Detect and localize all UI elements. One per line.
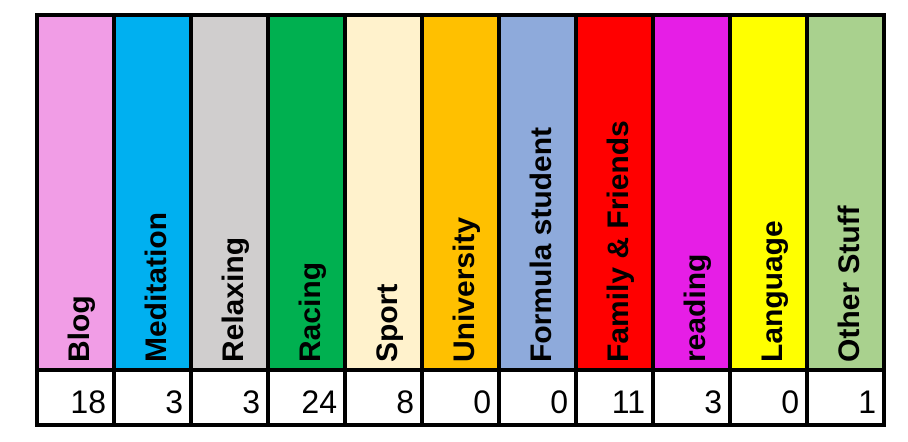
header-cell [576,15,653,370]
column-value: 0 [473,384,491,420]
header-cell [422,15,499,370]
column-label: reading [679,254,712,362]
column-value: 0 [550,384,568,420]
column-value: 3 [242,384,260,420]
column-label: Relaxing [217,237,250,362]
column-label: Racing [294,262,327,362]
column-value: 24 [301,384,337,420]
header-cell [499,15,576,370]
column-label: Blog [63,295,96,362]
column-label: Sport [371,284,404,362]
value-cell [37,370,114,425]
column-value: 1 [858,384,876,420]
column-value: 11 [612,384,645,420]
value-cell [422,370,499,425]
column-label: Formula student [525,127,558,362]
header-cell [345,15,422,370]
header-cell [730,15,807,370]
value-cell [345,370,422,425]
header-cell [653,15,730,370]
column-value: 8 [396,384,414,420]
value-cell [576,370,653,425]
value-cell [499,370,576,425]
header-cell [191,15,268,370]
column-label: University [448,217,481,362]
header-cell [268,15,345,370]
column-label: Family & Friends [602,120,635,362]
column-label: Other Stuff [833,204,866,362]
value-cell [268,370,345,425]
header-cell [37,15,114,370]
value-cell [807,370,884,425]
value-cell [730,370,807,425]
column-label: Meditation [140,212,173,362]
value-cell [653,370,730,425]
column-value: 18 [70,384,106,420]
header-cell [114,15,191,370]
header-cell [807,15,884,370]
value-cell [191,370,268,425]
value-cell [114,370,191,425]
column-value: 3 [704,384,722,420]
column-label: Language [756,220,789,362]
column-value: 3 [165,384,183,420]
column-value: 0 [781,384,799,420]
